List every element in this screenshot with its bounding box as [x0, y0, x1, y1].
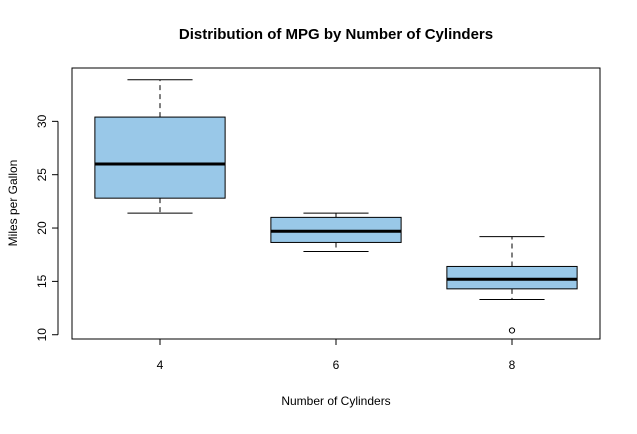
iqr-box	[446, 265, 578, 290]
x-axis-label: Number of Cylinders	[281, 394, 390, 408]
outlier-point	[508, 327, 516, 334]
y-tick-label: 15	[35, 274, 49, 288]
box-8	[446, 236, 578, 334]
x-tick-label: 4	[157, 358, 164, 372]
iqr-box	[94, 116, 226, 199]
y-tick-label: 10	[35, 328, 49, 342]
box-4	[94, 79, 226, 214]
x-tick-label: 6	[333, 358, 340, 372]
plot-frame	[71, 67, 601, 340]
y-tick-label: 20	[35, 221, 49, 235]
chart-title: Distribution of MPG by Number of Cylinde…	[179, 26, 493, 43]
boxes-group	[94, 79, 578, 334]
y-tick-label: 30	[35, 114, 49, 128]
y-axis: 10 15 20 25 30	[35, 114, 59, 342]
x-axis: 4 6 8	[157, 338, 516, 372]
y-axis-label: Miles per Gallon	[6, 160, 20, 247]
box-6	[270, 212, 402, 253]
x-tick-label: 8	[509, 358, 516, 372]
y-tick-label: 25	[35, 168, 49, 182]
